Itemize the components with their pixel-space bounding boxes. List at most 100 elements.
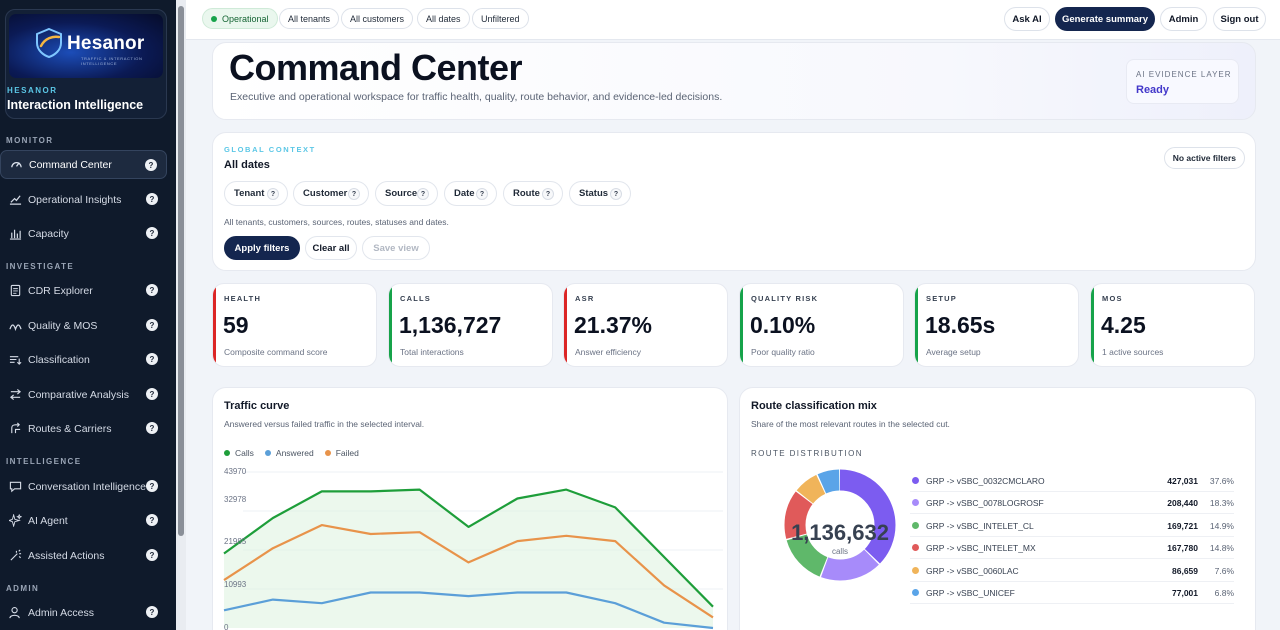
sign-out-button[interactable]: Sign out — [1213, 7, 1266, 31]
scrollbar-thumb[interactable] — [178, 6, 184, 536]
sidebar-scrollbar[interactable] — [176, 0, 186, 630]
filter-tenant[interactable]: Tenant? — [224, 181, 288, 206]
help-icon[interactable]: ? — [146, 606, 158, 618]
help-icon[interactable]: ? — [610, 188, 622, 200]
filter-date[interactable]: Date? — [444, 181, 497, 206]
shield-logo-icon — [36, 28, 62, 58]
kpi-card-mos[interactable]: MOS 4.25 1 active sources — [1090, 283, 1255, 367]
donut-slice[interactable] — [784, 469, 896, 581]
filter-route[interactable]: Route? — [503, 181, 563, 206]
sidebar-item-conversation-intelligence[interactable]: Conversation Intelligence ? — [0, 472, 167, 501]
route-donut-chart — [784, 469, 896, 581]
signal-wave-icon — [8, 319, 22, 333]
route-row[interactable]: GRP -> vSBC_UNICEF 77,001 6.8% — [910, 582, 1234, 604]
donut-slice[interactable] — [784, 469, 896, 581]
help-icon[interactable]: ? — [146, 388, 158, 400]
help-icon[interactable]: ? — [146, 284, 158, 296]
sidebar-item-assisted-actions[interactable]: Assisted Actions ? — [0, 541, 167, 570]
brand-card[interactable]: Hesanor TRAFFIC & INTERACTION INTELLIGEN… — [5, 9, 167, 119]
page-title: Command Center — [229, 47, 523, 88]
route-swatch — [912, 589, 919, 596]
clear-all-button[interactable]: Clear all — [305, 236, 357, 260]
help-icon[interactable]: ? — [146, 549, 158, 561]
list-sort-icon — [8, 353, 22, 367]
kpi-card-asr[interactable]: ASR 21.37% Answer efficiency — [563, 283, 728, 367]
filter-label: Date — [454, 188, 475, 199]
filter-source[interactable]: Source? — [375, 181, 438, 206]
sidebar-item-cdr-explorer[interactable]: CDR Explorer ? — [0, 276, 167, 305]
sidebar-item-quality-mos[interactable]: Quality & MOS ? — [0, 311, 167, 340]
route-row[interactable]: GRP -> vSBC_INTELET_CL 169,721 14.9% — [910, 515, 1234, 537]
help-icon[interactable]: ? — [146, 480, 158, 492]
sidebar-item-operational-insights[interactable]: Operational Insights ? — [0, 185, 167, 214]
chip-all-dates[interactable]: All dates — [417, 8, 470, 29]
filter-customer[interactable]: Customer? — [293, 181, 369, 206]
kpi-note: Average setup — [926, 347, 981, 357]
kpi-card-calls[interactable]: CALLS 1,136,727 Total interactions — [388, 283, 553, 367]
help-icon[interactable]: ? — [542, 188, 554, 200]
legend-swatch — [224, 450, 230, 456]
help-icon[interactable]: ? — [146, 353, 158, 365]
series-line-calls[interactable] — [223, 488, 714, 608]
kpi-value: 59 — [223, 312, 249, 338]
route-row[interactable]: GRP -> vSBC_INTELET_MX 167,780 14.8% — [910, 537, 1234, 559]
route-row[interactable]: GRP -> vSBC_0060LAC 86,659 7.6% — [910, 560, 1234, 582]
compare-arrows-icon — [8, 388, 22, 402]
chip-label: Operational — [222, 13, 269, 24]
kpi-card-health[interactable]: HEALTH 59 Composite command score — [212, 283, 377, 367]
status-dot — [211, 15, 217, 22]
donut-slice[interactable] — [784, 469, 896, 581]
route-row[interactable]: GRP -> vSBC_0078LOGROSF 208,440 18.3% — [910, 492, 1234, 514]
status-chip-operational[interactable]: Operational — [202, 8, 278, 29]
apply-filters-button[interactable]: Apply filters — [224, 236, 300, 260]
legend-item-calls[interactable]: Calls — [224, 448, 254, 458]
brand-product-name: Interaction Intelligence — [7, 98, 144, 112]
sidebar-item-admin-access[interactable]: Admin Access ? — [0, 598, 167, 627]
legend-label: Calls — [235, 448, 254, 458]
kpi-card-quality-risk[interactable]: QUALITY RISK 0.10% Poor quality ratio — [739, 283, 904, 367]
legend-item-failed[interactable]: Failed — [324, 448, 359, 458]
sidebar-item-command-center[interactable]: Command Center ? — [0, 150, 167, 179]
help-icon[interactable]: ? — [476, 188, 488, 200]
filter-label: Status — [579, 188, 609, 199]
traffic-curve-panel: Traffic curve Answered versus failed tra… — [212, 387, 728, 630]
donut-total-label: calls — [831, 547, 848, 556]
series-line-answered[interactable] — [223, 591, 714, 630]
route-row[interactable]: GRP -> vSBC_0032CMCLARO 427,031 37.6% — [910, 470, 1234, 492]
sidebar-item-classification[interactable]: Classification ? — [0, 345, 167, 374]
sparkle-icon — [8, 514, 22, 528]
route-icon — [8, 422, 22, 436]
donut-center: 1,136,632 calls — [785, 520, 895, 556]
chip-all-tenants[interactable]: All tenants — [279, 8, 340, 29]
help-icon[interactable]: ? — [146, 193, 158, 205]
help-icon[interactable]: ? — [146, 227, 158, 239]
help-icon[interactable]: ? — [417, 188, 429, 200]
sidebar-item-routes-carriers[interactable]: Routes & Carriers ? — [0, 414, 167, 443]
kpi-card-setup[interactable]: SETUP 18.65s Average setup — [914, 283, 1079, 367]
sidebar-item-comparative-analysis[interactable]: Comparative Analysis ? — [0, 380, 167, 409]
legend-item-answered[interactable]: Answered — [264, 448, 314, 458]
help-icon[interactable]: ? — [145, 159, 157, 171]
help-icon[interactable]: ? — [146, 514, 158, 526]
chip-label: All tenants — [288, 13, 331, 24]
route-swatch — [912, 544, 919, 551]
help-icon[interactable]: ? — [146, 422, 158, 434]
chip-unfiltered[interactable]: Unfiltered — [472, 8, 529, 29]
sidebar-item-label: Routes & Carriers — [28, 422, 112, 435]
save-view-button[interactable]: Save view — [362, 236, 430, 260]
sidebar-item-ai-agent[interactable]: AI Agent ? — [0, 506, 167, 535]
route-count: 169,721 — [1167, 520, 1198, 531]
help-icon[interactable]: ? — [146, 319, 158, 331]
help-icon[interactable]: ? — [267, 188, 279, 200]
chip-all-customers[interactable]: All customers — [341, 8, 414, 29]
kpi-label: CALLS — [400, 294, 431, 303]
ask-ai-button[interactable]: Ask AI — [1004, 7, 1050, 31]
help-icon[interactable]: ? — [348, 188, 360, 200]
admin-button[interactable]: Admin — [1160, 7, 1207, 31]
filter-status[interactable]: Status? — [569, 181, 631, 206]
series-line-failed[interactable] — [223, 524, 714, 619]
legend-label: Failed — [335, 448, 359, 458]
sidebar-item-capacity[interactable]: Capacity ? — [0, 219, 167, 248]
generate-summary-button[interactable]: Generate summary — [1055, 7, 1155, 31]
kpi-accent-bar — [915, 284, 918, 366]
